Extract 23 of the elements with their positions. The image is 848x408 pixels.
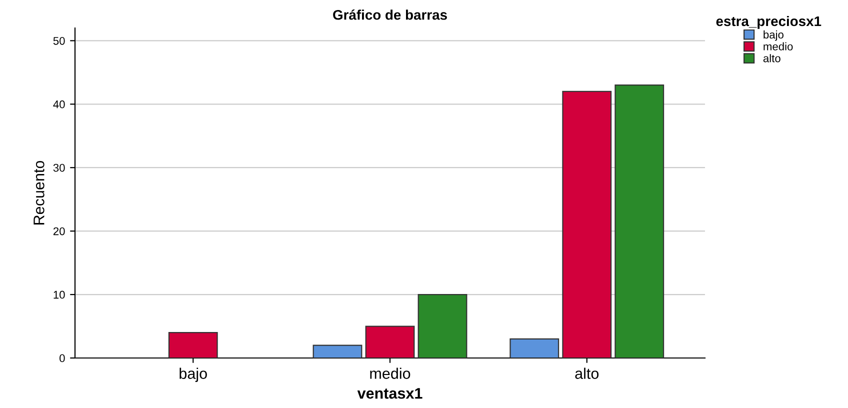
y-tick-label: 0 xyxy=(60,354,65,362)
x-tick-label: medio xyxy=(370,368,410,379)
legend-label: bajo xyxy=(764,30,784,41)
legend-label: alto xyxy=(763,54,780,62)
y-tick-label: 10 xyxy=(54,290,65,299)
bar xyxy=(418,294,468,358)
x-axis-title: ventasx1 xyxy=(357,388,422,399)
bar xyxy=(510,338,560,358)
y-tick-label: 20 xyxy=(53,227,65,236)
y-tick-label: 40 xyxy=(53,100,65,108)
y-tick-label: 50 xyxy=(53,36,65,45)
legend-title: estra_preciosx1 xyxy=(716,16,822,29)
legend-label: medio xyxy=(764,42,793,50)
bar xyxy=(312,344,362,358)
y-tick-label: 30 xyxy=(53,164,65,172)
bar xyxy=(365,326,415,358)
chart-title: Gráfico de barras xyxy=(333,9,447,20)
x-tick-label: bajo xyxy=(180,368,207,382)
y-axis-title: Recuento xyxy=(34,160,44,224)
bar xyxy=(614,84,664,358)
bar xyxy=(168,332,218,358)
bar xyxy=(562,90,612,358)
x-tick-label: alto xyxy=(575,368,599,379)
